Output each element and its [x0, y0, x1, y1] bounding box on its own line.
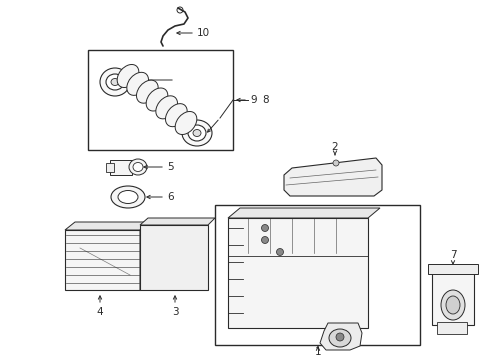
Text: 9: 9: [249, 95, 256, 105]
Text: 3: 3: [171, 307, 178, 317]
Ellipse shape: [440, 290, 464, 320]
Ellipse shape: [117, 64, 139, 87]
Ellipse shape: [165, 104, 187, 127]
Ellipse shape: [111, 186, 145, 208]
Polygon shape: [140, 218, 215, 225]
Ellipse shape: [106, 74, 124, 90]
Text: 1: 1: [314, 347, 321, 357]
Circle shape: [177, 7, 183, 13]
Ellipse shape: [193, 130, 201, 136]
Bar: [215, 205, 419, 345]
Polygon shape: [140, 222, 150, 290]
Text: 10: 10: [197, 28, 210, 38]
Ellipse shape: [156, 96, 177, 119]
Text: 8: 8: [262, 95, 268, 105]
Polygon shape: [227, 208, 379, 218]
Ellipse shape: [118, 190, 138, 203]
Text: 2: 2: [331, 142, 338, 152]
Circle shape: [276, 248, 283, 256]
Ellipse shape: [136, 80, 158, 103]
Ellipse shape: [111, 78, 119, 85]
Bar: [431, 270, 473, 325]
Polygon shape: [284, 158, 381, 196]
Ellipse shape: [445, 296, 459, 314]
Bar: [227, 218, 367, 328]
Polygon shape: [65, 222, 150, 230]
Ellipse shape: [182, 120, 212, 146]
Circle shape: [261, 237, 268, 243]
Bar: [427, 264, 477, 274]
Circle shape: [261, 225, 268, 231]
Text: 5: 5: [167, 162, 173, 172]
Ellipse shape: [146, 88, 167, 111]
Bar: [106, 163, 114, 172]
Ellipse shape: [126, 72, 148, 95]
Ellipse shape: [129, 159, 147, 175]
Bar: [110, 160, 132, 175]
Bar: [88, 50, 232, 150]
Bar: [65, 230, 140, 290]
Ellipse shape: [175, 112, 197, 135]
Circle shape: [332, 160, 338, 166]
Text: 4: 4: [97, 307, 103, 317]
Ellipse shape: [100, 68, 130, 96]
Ellipse shape: [133, 162, 142, 171]
Bar: [436, 322, 466, 334]
Text: 7: 7: [449, 250, 455, 260]
Ellipse shape: [328, 329, 350, 347]
Bar: [140, 225, 207, 290]
Text: 6: 6: [167, 192, 173, 202]
Polygon shape: [319, 323, 361, 350]
Ellipse shape: [187, 125, 205, 141]
Circle shape: [335, 333, 343, 341]
